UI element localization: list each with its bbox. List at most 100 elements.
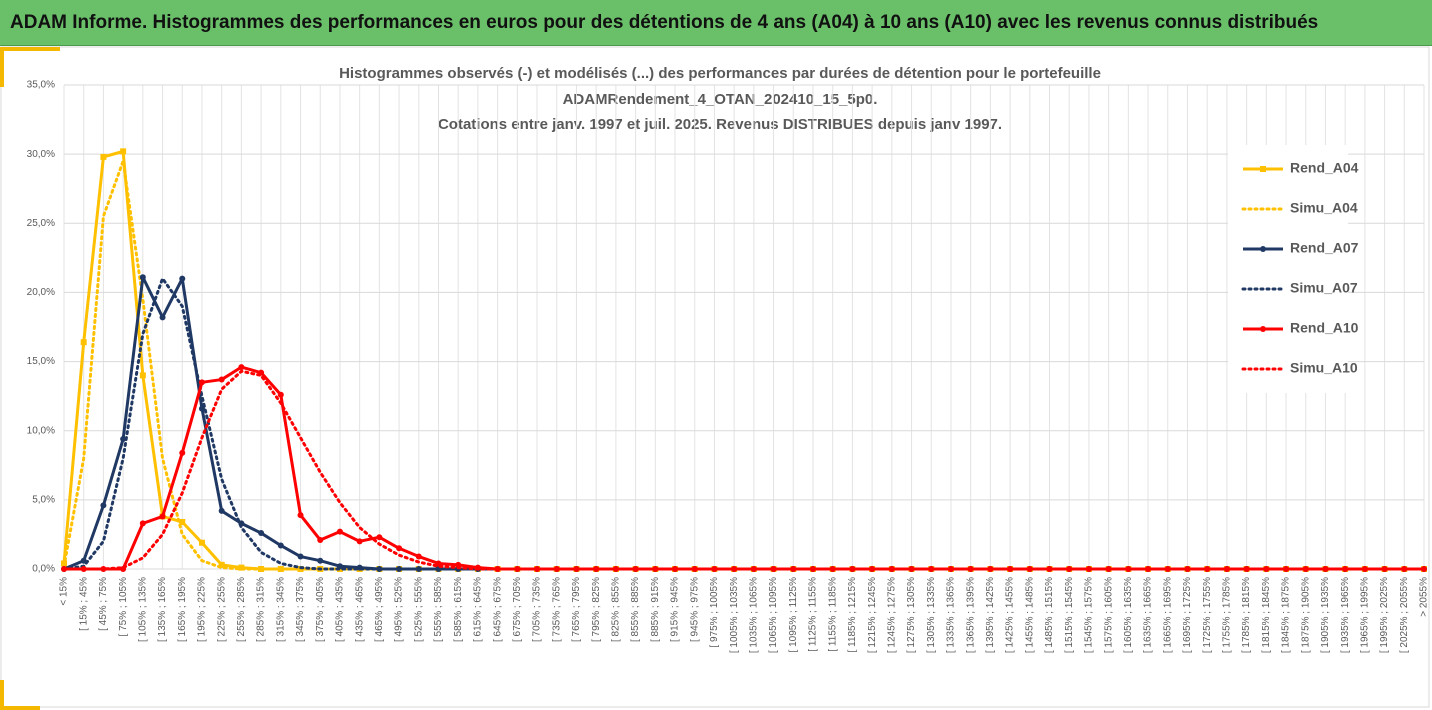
point	[179, 518, 186, 525]
point	[120, 148, 127, 155]
legend-label: Simu_A10	[1290, 360, 1358, 376]
point	[1046, 566, 1053, 572]
x-tick-label: [ 495% ; 525%	[394, 577, 405, 642]
chart-subtitle: Cotations entre janv. 1997 et juil. 2025…	[438, 116, 1002, 133]
point	[159, 513, 166, 520]
point	[632, 566, 639, 572]
x-tick-label: [ 615% ; 645%	[473, 577, 484, 642]
x-tick-label: [ 1635% ; 1665%	[1143, 577, 1154, 653]
point	[277, 542, 284, 549]
x-tick-label: [ 45% ; 75%	[98, 577, 109, 631]
point	[415, 553, 422, 560]
legend-label: Simu_A04	[1290, 200, 1358, 216]
point	[770, 566, 777, 572]
x-tick-label: [ 1875% ; 1905%	[1300, 577, 1311, 653]
x-tick-label: [ 1065% ; 1095%	[768, 577, 779, 653]
x-tick-label: [ 1665% ; 1695%	[1162, 577, 1173, 653]
legend-label: Rend_A10	[1290, 320, 1359, 336]
legend-marker	[1260, 166, 1266, 172]
x-tick-label: [ 585% ; 615%	[453, 577, 464, 642]
x-tick-label: [ 1785% ; 1815%	[1241, 577, 1252, 653]
x-tick-label: [ 1425% ; 1455%	[1005, 577, 1016, 653]
x-tick-label: [ 1845% ; 1875%	[1281, 577, 1292, 653]
x-tick-label: [ 1275% ; 1305%	[906, 577, 917, 653]
point	[277, 391, 284, 398]
point	[198, 539, 205, 546]
point	[120, 436, 127, 443]
x-tick-label: [ 1605% ; 1635%	[1123, 577, 1134, 653]
x-tick-label: [ 465% ; 495%	[374, 577, 385, 642]
x-tick-label: [ 975% ; 1005%	[709, 577, 720, 648]
point	[238, 364, 245, 371]
y-tick-label: 5,0%	[32, 494, 55, 505]
x-tick-label: [ 1755% ; 1785%	[1222, 577, 1233, 653]
corner-accent	[0, 680, 4, 710]
x-tick-label: [ 945% ; 975%	[689, 577, 700, 642]
point	[1184, 566, 1191, 572]
legend-marker	[1260, 326, 1266, 332]
x-tick-label: [ 1575% ; 1605%	[1103, 577, 1114, 653]
point	[179, 275, 186, 282]
point	[1322, 566, 1329, 572]
y-tick-label: 20,0%	[27, 287, 55, 298]
x-tick-label: [ 75% ; 105%	[118, 577, 129, 637]
header-title: ADAM Informe. Histogrammes des performan…	[10, 12, 1319, 33]
y-tick-label: 15,0%	[27, 356, 55, 367]
point	[100, 502, 107, 509]
x-tick-label: > 2055%	[1419, 577, 1430, 617]
x-tick-label: [ 165% ; 195%	[177, 577, 188, 642]
x-tick-label: [ 795% ; 825%	[591, 577, 602, 642]
point	[218, 376, 225, 383]
x-tick-label: [ 1035% ; 1065%	[748, 577, 759, 653]
x-tick-label: [ 555% ; 585%	[433, 577, 444, 642]
point	[139, 520, 146, 527]
x-tick-label: [ 1965% ; 1995%	[1360, 577, 1371, 653]
x-tick-label: [ 1515% ; 1545%	[1064, 577, 1075, 653]
x-tick-label: [ 435% ; 465%	[354, 577, 365, 642]
point	[238, 564, 245, 571]
x-tick-label: [ 1245% ; 1275%	[886, 577, 897, 653]
x-tick-label: [ 1935% ; 1965%	[1340, 577, 1351, 653]
x-tick-label: [ 1995% ; 2025%	[1379, 577, 1390, 653]
x-tick-label: [ 735% ; 765%	[551, 577, 562, 642]
legend-box	[1228, 145, 1348, 393]
y-tick-label: 0,0%	[32, 564, 55, 575]
x-tick-label: [ 525% ; 555%	[413, 577, 424, 642]
x-tick-label: [ 315% ; 345%	[275, 577, 286, 642]
corner-accent	[0, 47, 4, 87]
point	[139, 274, 146, 281]
x-tick-label: [ 1455% ; 1485%	[1024, 577, 1035, 653]
x-tick-label: [ 345% ; 375%	[295, 577, 306, 642]
x-tick-label: [ 1545% ; 1575%	[1084, 577, 1095, 653]
series-line	[62, 369, 1426, 571]
point	[987, 566, 994, 572]
point	[80, 339, 87, 346]
point	[179, 449, 186, 456]
x-tick-label: [ 1815% ; 1845%	[1261, 577, 1272, 653]
x-tick-label: [ 1485% ; 1515%	[1044, 577, 1055, 653]
x-tick-label: [ 285% ; 315%	[256, 577, 267, 642]
x-tick-label: [ 15% ; 45%	[78, 577, 89, 631]
point	[396, 545, 403, 552]
x-tick-label: [ 1215% ; 1245%	[867, 577, 878, 653]
point	[218, 507, 225, 514]
x-tick-label: [ 255% ; 285%	[236, 577, 247, 642]
corner-accent	[0, 706, 40, 710]
y-tick-label: 25,0%	[27, 218, 55, 229]
point	[356, 538, 363, 545]
point	[159, 314, 166, 321]
x-tick-label: [ 375% ; 405%	[315, 577, 326, 642]
x-tick-label: [ 645% ; 675%	[492, 577, 503, 642]
chart-title: ADAMRendement_4_OTAN_202410_15_5p0.	[563, 91, 878, 108]
point	[415, 566, 422, 572]
x-tick-label: [ 855% ; 885%	[630, 577, 641, 642]
x-tick-label: [ 885% ; 915%	[650, 577, 661, 642]
point	[258, 530, 265, 537]
x-tick-label: [ 2025% ; 2055%	[1399, 577, 1410, 653]
point	[317, 536, 324, 543]
x-tick-label: [ 1095% ; 1125%	[788, 577, 799, 653]
y-tick-label: 35,0%	[27, 80, 55, 91]
point	[317, 557, 324, 564]
